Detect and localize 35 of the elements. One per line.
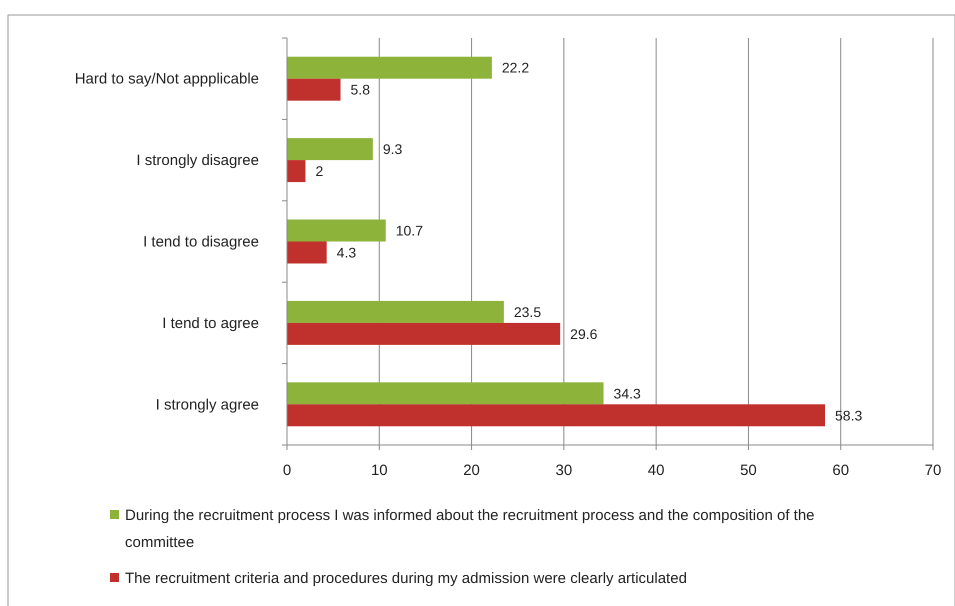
y-tick-label: I tend to disagree: [143, 234, 259, 250]
bar: [287, 138, 373, 160]
x-tick-label: 20: [463, 462, 480, 479]
bar: [287, 404, 826, 426]
bar: [287, 56, 492, 79]
data-label: 2: [315, 163, 324, 180]
x-tick-label: 50: [740, 462, 757, 479]
bar: [287, 322, 560, 345]
y-tick-label: Hard to say/Not appplicable: [74, 70, 259, 88]
y-tick-label: I strongly disagree: [136, 152, 259, 170]
x-tick-label: 10: [370, 462, 388, 479]
bar: [287, 242, 327, 264]
y-tick-label: I strongly agree: [156, 396, 259, 414]
bar: [287, 160, 306, 182]
legend-label: During the recruitment process I was informed about the recruitment process and the composition of the committee: [125, 507, 815, 551]
data-label: 58.3: [835, 407, 862, 424]
data-label: 23.5: [514, 304, 542, 320]
data-label: 29.6: [570, 326, 598, 342]
legend-label: The recruitment criteria and procedures during my admission were clearly articulated: [125, 570, 687, 587]
data-label: 9.3: [382, 141, 402, 158]
bar: [287, 382, 604, 404]
data-label: 10.7: [396, 222, 424, 239]
y-tick-label: I tend to agree: [162, 314, 259, 332]
x-tick-label: 60: [832, 462, 850, 479]
x-tick-label: 70: [924, 462, 942, 479]
x-tick-label: 40: [648, 462, 664, 479]
bar: [287, 300, 504, 323]
data-label: 34.3: [614, 385, 641, 402]
x-tick-label: 0: [282, 462, 292, 479]
data-label: 4.3: [336, 244, 356, 260]
data-label: 5.8: [350, 82, 370, 98]
x-tick-label: 30: [556, 462, 572, 479]
bar: [287, 220, 386, 242]
bar: [287, 78, 341, 101]
data-label: 22.2: [502, 60, 530, 76]
